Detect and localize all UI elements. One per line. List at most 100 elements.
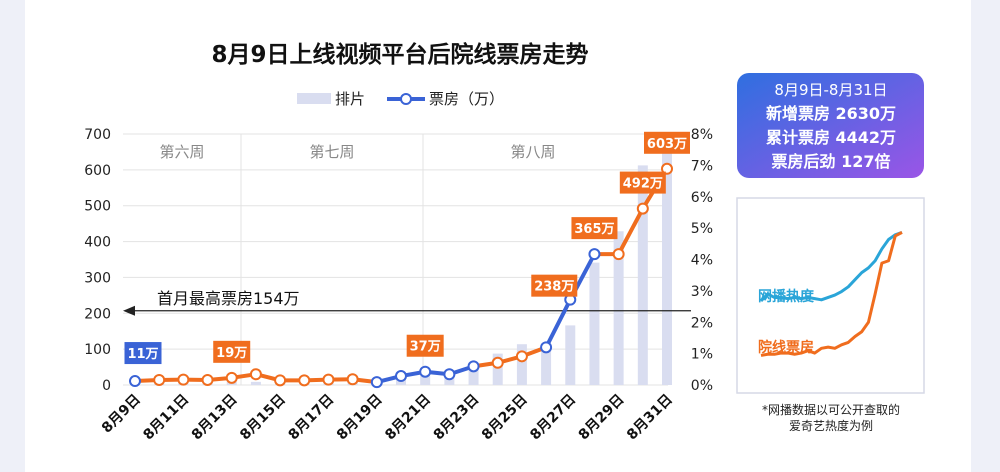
y-right-tick: 7% <box>691 158 713 174</box>
y-left-tick: 200 <box>84 306 111 322</box>
data-label: 603万 <box>647 137 687 152</box>
schedule-bar <box>565 325 576 385</box>
box-office-point <box>177 373 190 386</box>
summary-line-1: 8月9日-8月31日 <box>774 81 887 99</box>
box-office-point <box>540 341 553 354</box>
mini-series-label-box: 院线票房 <box>758 339 814 356</box>
data-label-box <box>619 171 666 194</box>
box-office-point <box>419 365 432 378</box>
box-office-point <box>346 373 359 386</box>
schedule-bar <box>541 350 552 385</box>
chart-title: 8月9日上线视频平台后院线票房走势 <box>211 41 588 68</box>
x-tick-label: 8月17日 <box>285 392 337 444</box>
x-tick-label: 8月21日 <box>382 392 434 444</box>
schedule-bar <box>250 381 261 385</box>
data-label: 365万 <box>574 222 614 237</box>
box-office-point <box>129 375 141 388</box>
y-right-tick: 8% <box>691 127 713 143</box>
box-office-point <box>661 162 673 175</box>
schedule-bar <box>589 262 600 385</box>
box-office-point <box>515 350 528 363</box>
schedule-bar <box>492 353 503 385</box>
data-label: 37万 <box>410 340 441 355</box>
week-label: 第七周 <box>309 143 354 161</box>
box-office-point <box>588 248 601 261</box>
box-office-point <box>225 371 238 384</box>
y-left-tick: 600 <box>84 163 111 179</box>
y-left-tick: 400 <box>84 235 111 251</box>
x-tick-label: 8月19日 <box>334 392 386 444</box>
y-left-tick: 500 <box>84 199 111 215</box>
y-left-tick: 300 <box>84 270 111 286</box>
box-office-point <box>201 373 214 386</box>
x-tick-label: 8月9日 <box>99 392 144 437</box>
x-tick-label: 8月25日 <box>479 392 531 444</box>
y-right-tick: 0% <box>691 378 713 394</box>
mini-series-label-heat: 网播热度 <box>758 288 815 305</box>
week-label: 第八周 <box>510 143 555 161</box>
legend-line-label: 票房（万） <box>429 90 504 108</box>
data-label-box <box>531 274 578 297</box>
box-office-point <box>467 360 480 373</box>
summary-line-4: 票房后劲 127倍 <box>772 152 891 171</box>
x-tick-label: 8月29日 <box>576 392 628 444</box>
x-tick-label: 8月13日 <box>189 392 241 444</box>
summary-line-3: 累计票房 4442万 <box>766 128 896 147</box>
week-label: 第六周 <box>159 143 204 161</box>
data-label-box <box>124 342 162 365</box>
box-office-point <box>612 248 625 261</box>
schedule-bar <box>637 165 648 385</box>
x-tick-label: 8月31日 <box>624 392 676 444</box>
schedule-bar <box>516 344 527 385</box>
data-label: 11万 <box>127 347 158 362</box>
schedule-bar <box>468 363 479 385</box>
x-tick-label: 8月27日 <box>527 392 579 444</box>
box-office-point <box>322 373 335 386</box>
x-tick-label: 8月23日 <box>431 392 483 444</box>
box-office-point <box>395 370 407 383</box>
schedule-bar <box>662 134 672 385</box>
footnote-line-2: 爱奇艺热度为例 <box>789 418 873 433</box>
y-left-tick: 0 <box>102 378 111 394</box>
data-label-box <box>406 334 444 357</box>
schedule-bar <box>613 231 624 385</box>
y-right-tick: 2% <box>691 315 713 331</box>
summary-box <box>737 73 924 178</box>
data-label: 238万 <box>534 280 574 295</box>
y-right-tick: 1% <box>691 347 713 363</box>
box-office-chart: 8月9日上线视频平台后院线票房走势 排片 票房（万） 首月最高票房154万 11… <box>84 41 925 444</box>
box-office-segment <box>544 297 573 350</box>
x-tick-label: 8月11日 <box>140 392 192 444</box>
data-label: 492万 <box>623 177 663 192</box>
box-office-point <box>636 202 649 215</box>
legend-bar-label: 排片 <box>335 90 365 108</box>
box-office-point <box>491 356 504 369</box>
y-left-tick: 100 <box>84 342 111 358</box>
mini-series-line <box>759 230 903 303</box>
summary-line-2: 新增票房 2630万 <box>766 104 896 123</box>
box-office-point <box>443 368 456 381</box>
x-tick-label: 8月15日 <box>237 392 289 444</box>
schedule-bar <box>420 375 431 385</box>
data-label: 19万 <box>216 346 247 361</box>
y-right-tick: 5% <box>691 221 713 237</box>
box-office-point <box>298 374 311 387</box>
reference-arrow-icon <box>123 305 135 316</box>
reference-line-label: 首月最高票房154万 <box>157 289 300 308</box>
data-label-box <box>644 131 690 154</box>
y-right-tick: 3% <box>691 284 713 300</box>
box-office-point <box>274 374 287 387</box>
box-office-point <box>249 368 262 381</box>
box-office-point <box>153 373 166 386</box>
y-right-tick: 4% <box>691 253 713 269</box>
box-office-segment <box>616 206 645 257</box>
chart-card: 8月9日上线视频平台后院线票房走势 排片 票房（万） 首月最高票房154万 11… <box>25 0 971 472</box>
legend-line-marker <box>400 93 412 105</box>
legend-bar-swatch <box>297 93 331 104</box>
box-office-point <box>370 376 383 389</box>
footnote-line-1: *网播数据以可公开查取的 <box>762 402 900 417</box>
data-label-box <box>213 340 251 363</box>
mini-series-line <box>760 231 903 357</box>
y-left-tick: 700 <box>84 127 111 143</box>
y-right-tick: 6% <box>691 190 713 206</box>
